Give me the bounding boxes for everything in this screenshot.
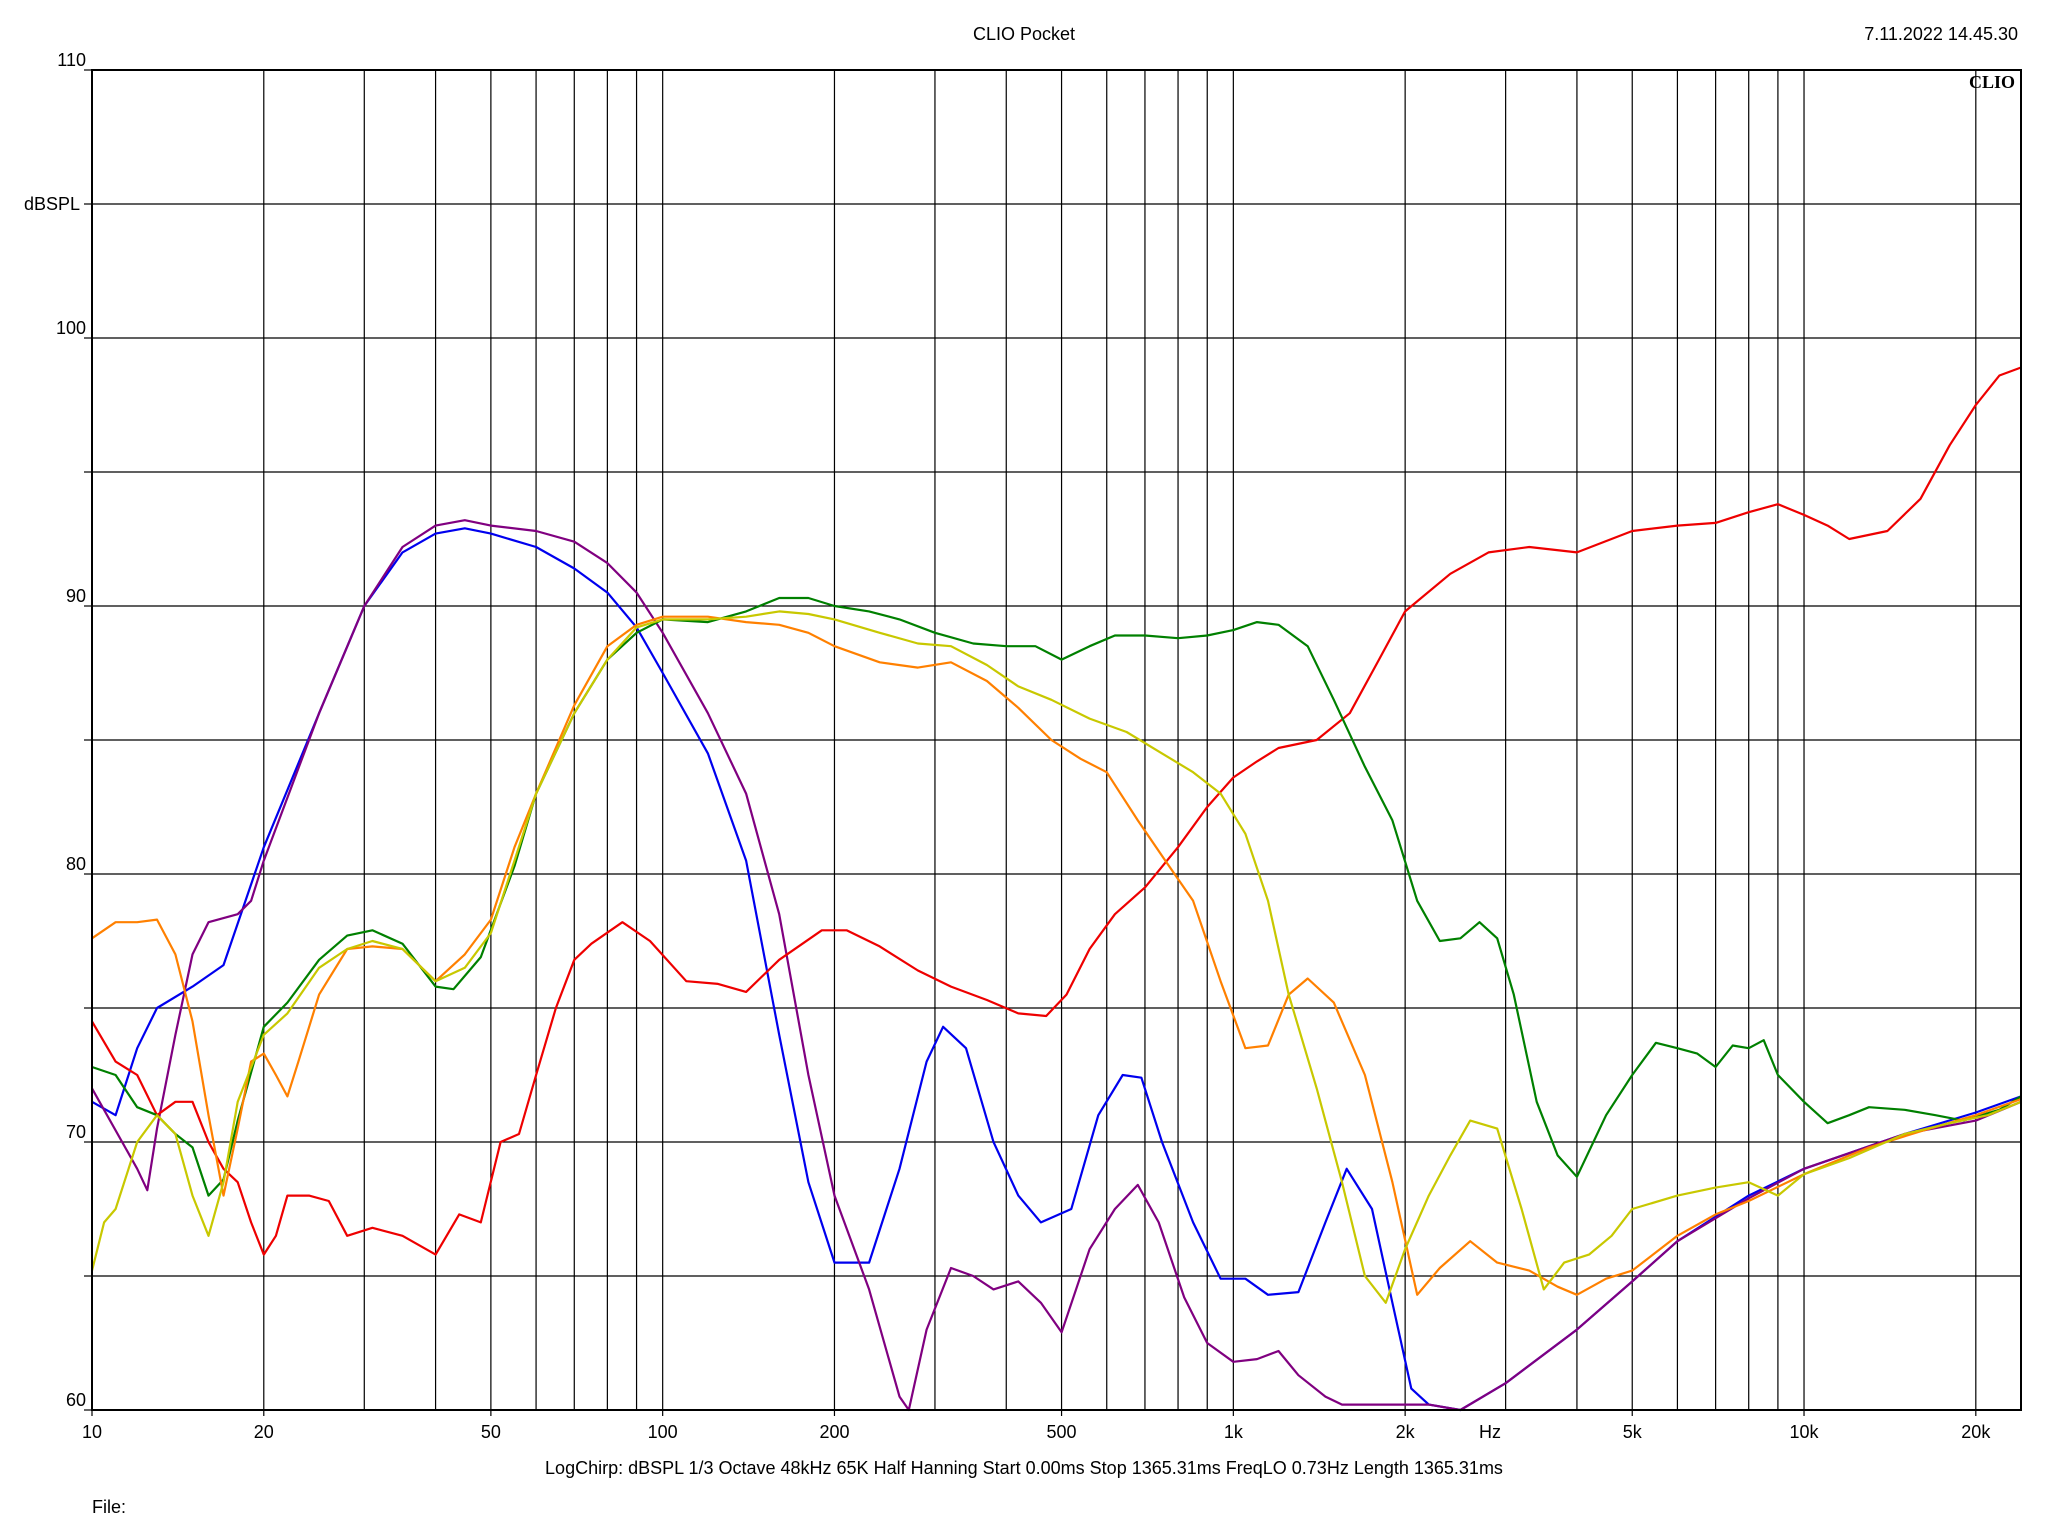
x-axis-unit: Hz [1479,1422,1501,1442]
y-tick-label: 70 [66,1122,86,1142]
series-line-2 [91,519,2022,1412]
x-tick-label: 200 [819,1422,849,1442]
file-label: File: [92,1497,127,1517]
x-tick-label: 10k [1790,1422,1820,1442]
x-tick-label: 5k [1623,1422,1643,1442]
plot-grid [92,70,2021,1410]
x-tick-label: 100 [648,1422,678,1442]
y-tick-label: 90 [66,586,86,606]
chart-title: CLIO Pocket [972,24,1076,44]
series-line-3 [91,366,2022,1256]
x-tick-label: 20 [254,1422,274,1442]
x-tick-label: 2k [1396,1422,1416,1442]
series-line-5 [91,615,2022,1296]
x-tick-label: 20k [1961,1422,1991,1442]
x-tick-label: 10 [82,1422,102,1442]
series-line-1 [91,527,2022,1412]
x-tick-label: 1k [1224,1422,1244,1442]
y-tick-label: 60 [66,1390,86,1410]
axis-ticks: 10 20 50 100 200 500 1k 2k 5k 10k 20k 60 70 80 90 100 11… [56,50,1991,1442]
x-tick-label: 50 [481,1422,501,1442]
y-tick-label: 110 [57,50,86,70]
series-line-6 [90,610,2022,1304]
brand-logo: CLIO [1969,72,2015,92]
y-tick-label: 80 [66,854,86,874]
measurement-timestamp: 7.11.2022 14.45.30 [1864,24,2018,44]
measurement-settings: LogChirp: dBSPL 1/3 Octave 48kHz 65K Hal… [545,1458,1503,1478]
series-group [90,366,2022,1412]
x-tick-label: 500 [1047,1422,1077,1442]
y-axis-label: dBSPL [24,194,81,214]
y-tick-label: 100 [56,318,86,338]
series-line-4 [91,596,2022,1197]
